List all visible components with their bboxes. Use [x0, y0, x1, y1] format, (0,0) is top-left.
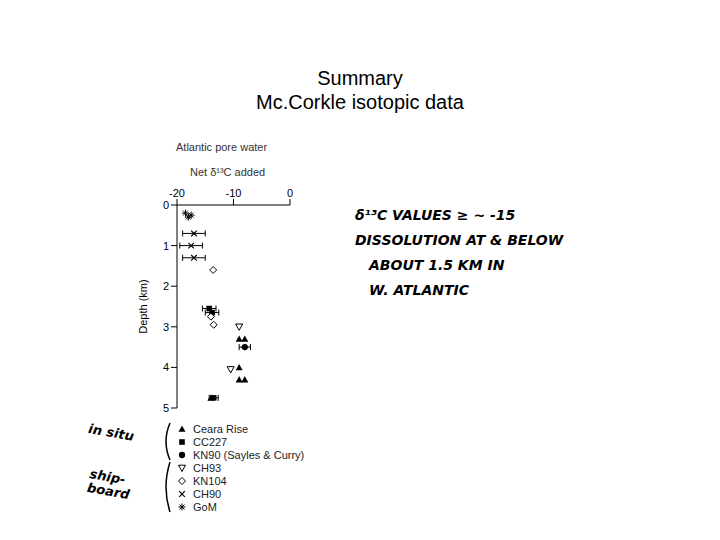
- svg-text:-20: -20: [169, 187, 185, 199]
- svg-text:1: 1: [163, 240, 169, 252]
- html-text:CH90: CH90: [193, 487, 222, 500]
- svg-text:-10: -10: [226, 187, 242, 199]
- html-text:CH93: CH93: [193, 461, 222, 474]
- html-text:DISSOLUTION AT & BELOW: DISSOLUTION AT & BELOW: [355, 232, 564, 248]
- html-text:Atlantic pore water: Atlantic pore water: [176, 141, 268, 153]
- html-text:GoM: GoM: [193, 500, 217, 513]
- html-text:ship-board: ship-board: [86, 466, 131, 503]
- html-text:W. ATLANTIC: W. ATLANTIC: [369, 282, 469, 298]
- svg-text:Depth (km): Depth (km): [137, 279, 149, 333]
- html-text:in situ: in situ: [87, 420, 136, 444]
- svg-text:0: 0: [287, 187, 293, 199]
- svg-text:0: 0: [163, 199, 169, 211]
- html-text:δ¹³C VALUES ≥ ~ -15: δ¹³C VALUES ≥ ~ -15: [355, 207, 516, 223]
- html-text:Mc.Corkle isotopic data: Mc.Corkle isotopic data: [256, 91, 464, 113]
- svg-text:5: 5: [163, 402, 169, 414]
- svg-text:3: 3: [163, 321, 169, 333]
- html-text:CC227: CC227: [193, 435, 228, 448]
- html-text:Summary: Summary: [317, 67, 403, 89]
- html-text:KN104: KN104: [193, 474, 227, 487]
- html-text:ABOUT 1.5 KM IN: ABOUT 1.5 KM IN: [369, 257, 505, 273]
- svg-text:4: 4: [163, 361, 169, 373]
- html-text:KN90 (Sayles & Curry): KN90 (Sayles & Curry): [193, 448, 305, 461]
- html-text:Ceara Rise: Ceara Rise: [193, 422, 248, 435]
- html-text:Net δ¹³C added: Net δ¹³C added: [190, 166, 266, 178]
- svg-text:2: 2: [163, 280, 169, 292]
